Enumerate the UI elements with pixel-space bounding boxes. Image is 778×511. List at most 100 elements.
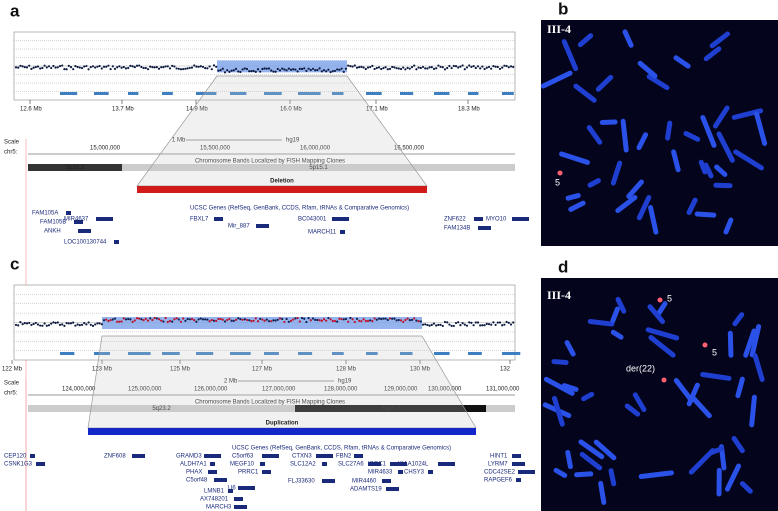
- gene-label: MARCH3: [206, 505, 232, 511]
- probe-dot: [175, 317, 178, 320]
- probe-dot: [250, 70, 253, 73]
- zoom-connector: [87, 335, 477, 429]
- probe-dot: [419, 66, 422, 70]
- chromosome: [595, 74, 614, 92]
- gene-model: [322, 462, 327, 466]
- probe-dot: [184, 319, 187, 322]
- probe-dot: [347, 64, 350, 67]
- probe-dot: [25, 66, 29, 69]
- probe-dot: [164, 65, 167, 68]
- probe-dot: [388, 67, 392, 71]
- chromosome: [598, 480, 607, 505]
- probe-dot: [415, 68, 418, 71]
- probe-dot: [487, 65, 491, 69]
- gene-label: RAPGEF6: [484, 478, 513, 484]
- gene-label: FAM134B: [444, 226, 470, 232]
- probe-dot: [483, 67, 486, 71]
- probe-dot: [243, 318, 246, 321]
- probe-dot: [129, 64, 132, 68]
- chromosome: [561, 39, 579, 72]
- probe-dot: [333, 69, 337, 73]
- probe-dot: [78, 324, 81, 327]
- probe-dot: [131, 320, 134, 324]
- chromosome: [637, 60, 658, 79]
- probe-dot: [36, 323, 40, 326]
- probe-dot: [47, 324, 51, 327]
- probe-dot: [322, 69, 326, 72]
- probe-dot: [397, 318, 400, 322]
- gene-label: LYRM7: [488, 462, 508, 468]
- probe-dot: [419, 320, 422, 323]
- probe-dot: [232, 69, 235, 72]
- probe-dot: [254, 70, 257, 73]
- probe-dot: [397, 67, 400, 70]
- probe-dot: [448, 323, 451, 326]
- probe-dot: [402, 66, 405, 69]
- probe-dot: [388, 317, 392, 320]
- probe-dot: [309, 68, 312, 72]
- probe-dot: [287, 67, 290, 70]
- gene-label: MIR4637: [64, 217, 89, 223]
- chromosome: [568, 200, 586, 212]
- probe-dot: [162, 66, 165, 69]
- probe-dot: [450, 66, 453, 70]
- probe-dot: [421, 323, 425, 326]
- gene-model: [262, 470, 271, 474]
- chromosome: [608, 468, 617, 487]
- probe-dot: [281, 317, 284, 321]
- probe-dot: [98, 64, 101, 68]
- probe-dot: [50, 66, 53, 70]
- probe-dot: [393, 317, 396, 320]
- gene-label: CSNK1G3: [4, 462, 33, 468]
- probe-dot: [292, 318, 295, 321]
- probe-dot: [252, 69, 255, 73]
- chromosome: [731, 435, 745, 454]
- probe-dot: [459, 324, 462, 327]
- probe-dot: [28, 64, 31, 67]
- probe-dot: [452, 324, 455, 328]
- gene-model: [114, 240, 119, 244]
- gene-block: [366, 92, 382, 95]
- probe-dot: [360, 65, 363, 68]
- chromosome: [671, 149, 681, 173]
- gene-label: C5orf63: [232, 454, 254, 460]
- probe-dot: [80, 66, 84, 70]
- probe-dot: [417, 320, 420, 323]
- chromosome: [648, 335, 676, 358]
- probe-dot: [69, 66, 73, 69]
- probe-dot: [441, 324, 444, 328]
- axis-label: 128 Mb: [336, 367, 357, 373]
- probe-dot: [490, 323, 493, 326]
- axis-label: 132: [500, 367, 511, 373]
- probe-dot: [54, 66, 57, 69]
- axis-label: 17.1 Mb: [366, 107, 388, 113]
- gene-label: ALDH7A1: [180, 462, 207, 468]
- band-label: 5p15.1: [309, 165, 328, 171]
- gene-model: [512, 462, 525, 466]
- probe-dot: [267, 67, 271, 70]
- panel-label: a: [10, 1, 20, 20]
- probe-dot: [140, 318, 143, 321]
- probe-dot: [479, 67, 482, 70]
- probe-dot: [124, 318, 128, 321]
- chromosome: [713, 182, 733, 189]
- gene-model: [214, 217, 223, 221]
- chromosome: [743, 328, 757, 358]
- probe-dot: [72, 321, 75, 324]
- probe-dot: [384, 317, 387, 320]
- probe-dot: [296, 70, 299, 73]
- probe-dot: [30, 67, 33, 70]
- gene-label: FAM105B: [40, 220, 66, 226]
- probe-dot: [111, 318, 114, 321]
- probe-dot: [69, 322, 73, 325]
- probe-dot: [223, 71, 227, 74]
- axis-label: 130 Mb: [410, 367, 431, 373]
- chromosome: [703, 46, 722, 62]
- probe-dot: [215, 65, 218, 68]
- gene-block: [298, 352, 313, 355]
- probe-dot: [481, 324, 484, 327]
- probe-dot: [237, 317, 240, 320]
- probe-dot: [89, 66, 92, 69]
- probe-dot: [382, 66, 385, 70]
- probe-dot: [501, 66, 504, 69]
